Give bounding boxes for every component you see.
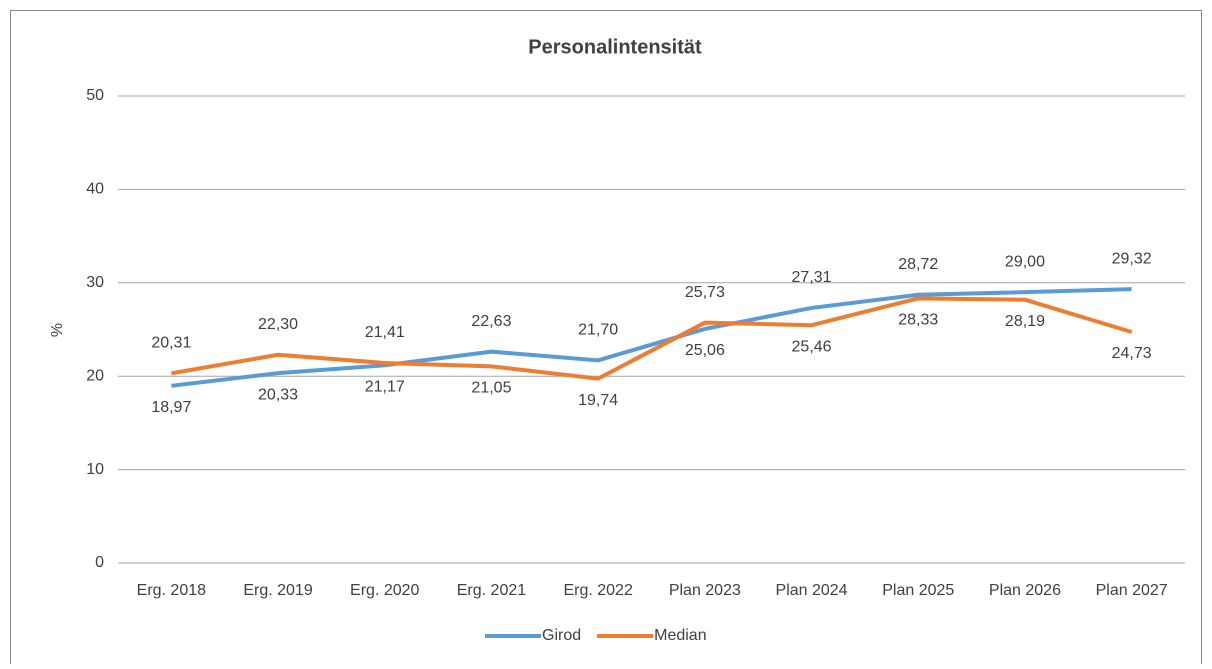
data-label: 20,31	[151, 335, 191, 352]
y-tick-label: 20	[86, 367, 104, 384]
data-label: 29,32	[1112, 250, 1152, 267]
y-tick-label: 0	[95, 554, 104, 571]
data-label: 28,19	[1005, 313, 1045, 330]
x-tick-label: Erg. 2019	[243, 582, 312, 599]
y-tick-label: 40	[86, 181, 104, 198]
data-label: 29,00	[1005, 253, 1045, 270]
data-label: 21,17	[365, 378, 405, 395]
x-tick-label: Erg. 2020	[350, 582, 419, 599]
chart-title: Personalintensität	[528, 36, 702, 58]
x-tick-label: Plan 2024	[776, 582, 848, 599]
y-tick-label: 50	[86, 87, 104, 104]
y-tick-label: 10	[86, 461, 104, 478]
data-label: 21,70	[578, 322, 618, 339]
data-label: 19,74	[578, 392, 618, 409]
x-tick-label: Erg. 2022	[563, 582, 632, 599]
series-line	[171, 287, 1132, 388]
data-label: 27,31	[792, 269, 832, 286]
x-tick-label: Plan 2023	[669, 582, 741, 599]
data-label: 22,30	[258, 316, 298, 333]
data-label: 21,41	[365, 324, 405, 341]
data-label: 20,33	[258, 386, 298, 403]
x-tick-label: Plan 2027	[1096, 582, 1168, 599]
series-line	[171, 296, 1133, 381]
x-tick-label: Erg. 2018	[137, 582, 206, 599]
data-label: 24,73	[1112, 345, 1152, 362]
x-tick-label: Erg. 2021	[457, 582, 526, 599]
y-tick-label: 30	[86, 274, 104, 291]
data-label: 25,46	[792, 338, 832, 355]
data-label: 28,33	[898, 312, 938, 329]
x-tick-label: Plan 2026	[989, 582, 1061, 599]
data-label: 25,06	[685, 342, 725, 359]
data-label: 18,97	[151, 399, 191, 416]
legend-label: Girod	[542, 627, 581, 644]
chart-frame	[10, 10, 1202, 669]
y-axis-label: %	[49, 323, 66, 337]
legend-label: Median	[654, 627, 706, 644]
data-label: 25,73	[685, 284, 725, 301]
x-tick-label: Plan 2025	[882, 582, 954, 599]
data-label: 21,05	[471, 380, 511, 397]
data-label: 28,72	[898, 256, 938, 273]
data-label: 22,63	[471, 313, 511, 330]
